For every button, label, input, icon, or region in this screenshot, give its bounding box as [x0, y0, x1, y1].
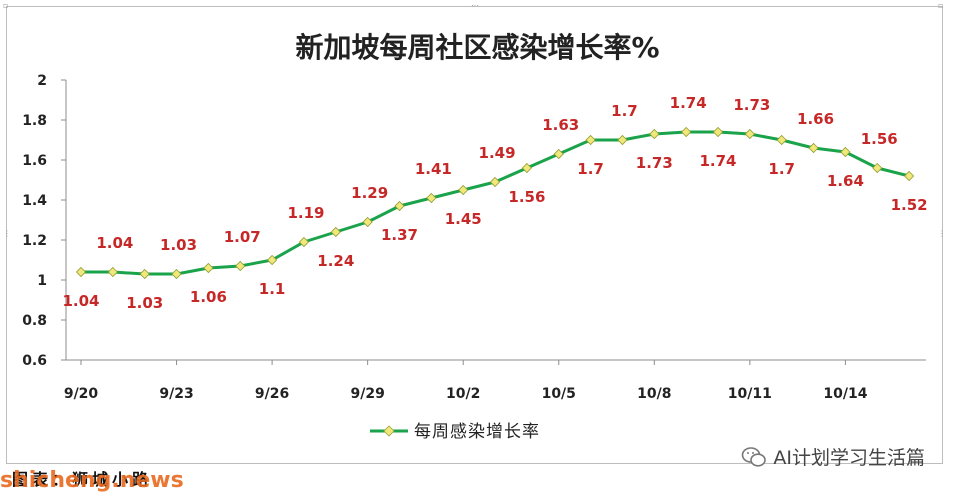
legend-marker-swatch — [383, 425, 395, 437]
data-label: 1.7 — [611, 102, 638, 120]
resize-handle-right[interactable]: ⋮ — [938, 229, 946, 238]
data-point — [362, 216, 373, 228]
data-point — [553, 148, 564, 160]
data-label: 1.73 — [733, 96, 770, 114]
data-point — [267, 254, 278, 266]
x-tick-label: 10/11 — [728, 386, 772, 402]
resize-handle-top-right[interactable]: ▫ — [938, 1, 944, 10]
data-label: 1.41 — [415, 160, 452, 178]
x-tick-label: 9/26 — [255, 386, 289, 402]
data-point — [744, 128, 755, 140]
data-point — [107, 266, 118, 278]
data-label: 1.03 — [126, 294, 163, 312]
data-label: 1.49 — [479, 144, 516, 162]
data-label: 1.52 — [891, 196, 928, 214]
data-label: 1.37 — [381, 226, 418, 244]
data-point — [458, 184, 469, 196]
data-point — [235, 260, 246, 272]
data-point — [521, 162, 532, 174]
site-watermark: shicheng.news — [0, 468, 184, 493]
y-tick-label: 0.8 — [22, 313, 47, 329]
chart-title: 新加坡每周社区感染增长率% — [295, 31, 660, 64]
data-label: 1.63 — [542, 116, 579, 134]
data-point — [681, 126, 692, 138]
data-point — [426, 192, 437, 204]
data-point — [171, 268, 182, 280]
y-tick-label: 2 — [37, 73, 47, 89]
y-tick-label: 1 — [37, 273, 47, 289]
data-point — [330, 226, 341, 238]
data-label: 1.07 — [224, 228, 261, 246]
data-point — [872, 162, 883, 174]
x-tick-label: 9/20 — [64, 386, 99, 402]
data-label: 1.64 — [827, 172, 864, 190]
data-label: 1.56 — [508, 188, 545, 206]
resize-handle-top[interactable]: ⋯ — [471, 1, 479, 10]
data-point — [649, 128, 660, 140]
y-tick-label: 1.8 — [22, 113, 47, 129]
data-label: 1.04 — [62, 292, 99, 310]
series-layer: 1.04 1.04 1.03 1.03 1.06 1.07 1.1 1.19 1.24 1.29 1… — [62, 94, 927, 312]
data-point — [489, 176, 501, 188]
data-point — [712, 126, 724, 138]
data-label: 1.74 — [670, 94, 707, 112]
y-tick-label: 1.4 — [22, 193, 47, 209]
resize-handle-top-left[interactable]: ▫ — [3, 1, 9, 10]
wechat-icon — [742, 446, 767, 467]
data-point — [808, 142, 819, 154]
wechat-watermark: AI计划学习生活篇 — [741, 443, 925, 470]
data-label: 1.66 — [797, 110, 834, 128]
data-point — [904, 170, 915, 182]
data-label: 1.7 — [577, 160, 604, 178]
resize-handle-left[interactable]: ⋮ — [3, 229, 11, 238]
data-label: 1.03 — [160, 236, 197, 254]
data-point — [394, 200, 405, 212]
source-credit: 图表：狮城小路 — [12, 470, 153, 489]
data-label: 1.73 — [636, 154, 673, 172]
data-point — [75, 266, 87, 278]
data-point — [840, 146, 851, 158]
x-tick-label: 10/5 — [542, 386, 576, 402]
data-label: 1.29 — [351, 184, 388, 202]
x-tick-label: 10/14 — [823, 386, 867, 402]
data-label: 1.19 — [287, 204, 324, 222]
data-point — [139, 268, 150, 280]
y-tick-label: 0.6 — [22, 353, 47, 369]
data-point — [585, 134, 596, 146]
data-label: 1.04 — [96, 234, 133, 252]
y-axis: 0.6 0.8 1 1.2 1.4 1.6 1.8 2 — [22, 73, 67, 369]
x-tick-label: 10/2 — [446, 386, 480, 402]
data-point — [298, 236, 310, 248]
data-point — [776, 134, 787, 146]
y-tick-label: 1.6 — [22, 153, 47, 169]
y-tick-label: 1.2 — [22, 233, 47, 249]
x-tick-label: 10/8 — [637, 386, 671, 402]
x-tick-label: 9/29 — [350, 386, 384, 402]
legend: 每周感染增长率 — [370, 422, 540, 442]
data-label: 1.45 — [445, 210, 482, 228]
data-label: 1.06 — [190, 288, 227, 306]
legend-label: 每周感染增长率 — [414, 422, 540, 442]
data-point — [617, 134, 628, 146]
wechat-account-name: AI计划学习生活篇 — [773, 447, 925, 469]
data-label: 1.1 — [259, 280, 286, 298]
data-label: 1.24 — [317, 252, 354, 270]
x-tick-label: 9/23 — [159, 386, 193, 402]
data-label: 1.74 — [699, 152, 736, 170]
data-label: 1.56 — [861, 130, 898, 148]
data-point — [203, 262, 214, 274]
data-label: 1.7 — [768, 160, 795, 178]
x-axis: 9/20 9/23 9/26 9/29 10/2 10/5 10/8 10/11 10/14 — [64, 359, 926, 402]
chart-frame: ▫ ⋯ ▫ ⋮ ⋮ — [3, 1, 946, 464]
